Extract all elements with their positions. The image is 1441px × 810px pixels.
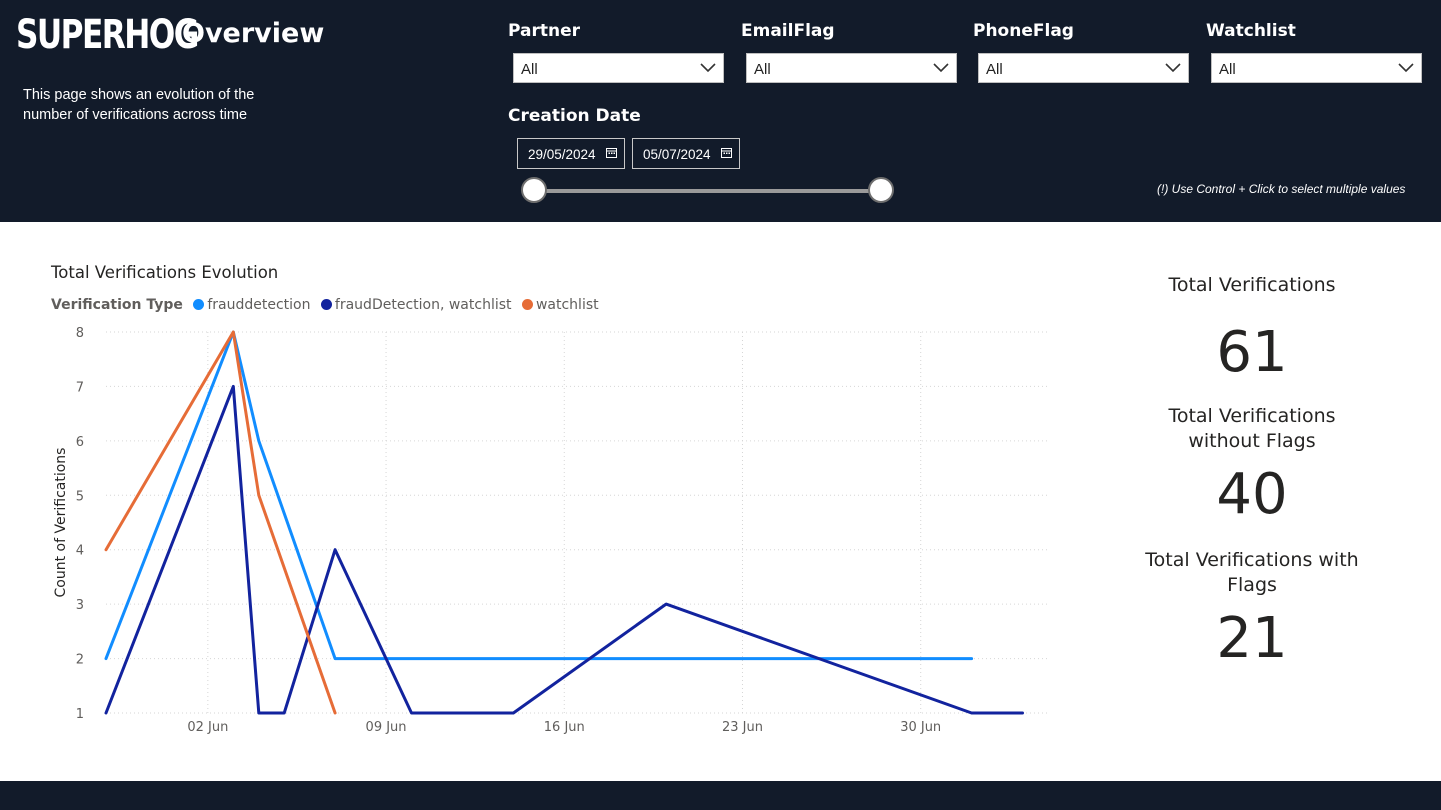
page-title: Overview [182, 18, 325, 49]
y-tick-label: 5 [76, 489, 84, 504]
series-line-frauddetection-watchlist [104, 384, 1024, 715]
legend-label: frauddetection [207, 297, 311, 313]
watchlist-dropdown[interactable]: All [1211, 53, 1422, 83]
end-date-input[interactable]: 05/07/2024 [632, 138, 740, 169]
x-tick-label: 16 Jun [544, 720, 585, 735]
y-tick-label: 8 [76, 326, 84, 341]
kpi-without-flags-label: Total Verifications without Flags [1168, 405, 1336, 452]
legend-dot [521, 299, 533, 310]
y-axis-label: Count of Verifications [53, 448, 69, 598]
email-flag-value: All [754, 61, 771, 78]
legend-dot [193, 299, 205, 310]
report-footer [0, 781, 1441, 810]
chevron-down-icon [1398, 63, 1414, 73]
calendar-icon [721, 148, 732, 158]
email-flag-dropdown[interactable]: All [746, 53, 957, 83]
partner-value: All [521, 61, 538, 78]
phone-flag-value: All [986, 61, 1003, 78]
x-tick-label: 23 Jun [722, 720, 763, 735]
chart-legend: Verification Type frauddetection fraudDe… [51, 297, 599, 313]
report-header: SUPERHOG Overview This page shows an evo… [0, 0, 1441, 222]
calendar-icon [606, 148, 617, 158]
start-date-value: 29/05/2024 [528, 147, 596, 162]
legend-title: Verification Type [51, 297, 183, 313]
kpi-without-flags-value: 40 [1216, 462, 1288, 527]
series-line-watchlist [104, 330, 337, 715]
kpi-with-flags-value: 21 [1216, 606, 1288, 671]
multi-select-hint: (!) Use Control + Click to select multip… [1157, 182, 1406, 196]
chevron-down-icon [933, 63, 949, 73]
date-range-slider-track[interactable] [534, 189, 882, 193]
creation-date-label: Creation Date [508, 106, 641, 126]
x-tick-label: 09 Jun [366, 720, 407, 735]
partner-label: Partner [508, 21, 581, 41]
partner-dropdown[interactable]: All [513, 53, 724, 83]
x-tick-label: 30 Jun [900, 720, 941, 735]
start-date-input[interactable]: 29/05/2024 [517, 138, 625, 169]
page-description: This page shows an evolution of the numb… [23, 87, 255, 123]
date-range-start-handle[interactable] [521, 177, 547, 203]
kpi-total-label: Total Verifications [1168, 274, 1336, 296]
x-tick-label: 02 Jun [187, 720, 228, 735]
y-tick-label: 6 [76, 435, 84, 450]
date-range-end-handle[interactable] [868, 177, 894, 203]
superhog-logo: SUPERHOG [16, 12, 199, 58]
y-tick-label: 3 [76, 598, 84, 613]
legend-dot [320, 299, 332, 310]
series-line-frauddetection [104, 330, 974, 661]
watchlist-value: All [1219, 61, 1236, 78]
watchlist-label: Watchlist [1206, 21, 1296, 41]
kpi-total-value: 61 [1216, 320, 1288, 385]
legend-item-frauddetection[interactable]: frauddetection [193, 297, 310, 313]
y-tick-label: 4 [76, 544, 84, 559]
chart-title: Total Verifications Evolution [51, 263, 279, 282]
y-tick-label: 2 [76, 653, 84, 668]
email-flag-label: EmailFlag [741, 21, 835, 41]
legend-item-watchlist[interactable]: watchlist [521, 297, 599, 313]
legend-label: fraudDetection, watchlist [334, 297, 512, 313]
legend-item-frauddetection-watchlist[interactable]: fraudDetection, watchlist [320, 297, 512, 313]
y-tick-label: 1 [76, 707, 84, 722]
kpi-with-flags-label: Total Verifications with Flags [1145, 549, 1359, 596]
y-tick-label: 7 [76, 380, 84, 395]
chevron-down-icon [1165, 63, 1181, 73]
verifications-line-chart: 1 2 3 4 5 6 7 8 02 Jun 09 Jun 16 Jun 23 Jun 30 Jun Co… [53, 326, 1048, 735]
end-date-value: 05/07/2024 [643, 147, 711, 162]
phone-flag-label: PhoneFlag [973, 21, 1074, 41]
phone-flag-dropdown[interactable]: All [978, 53, 1189, 83]
legend-label: watchlist [535, 297, 599, 313]
chevron-down-icon [700, 63, 716, 73]
